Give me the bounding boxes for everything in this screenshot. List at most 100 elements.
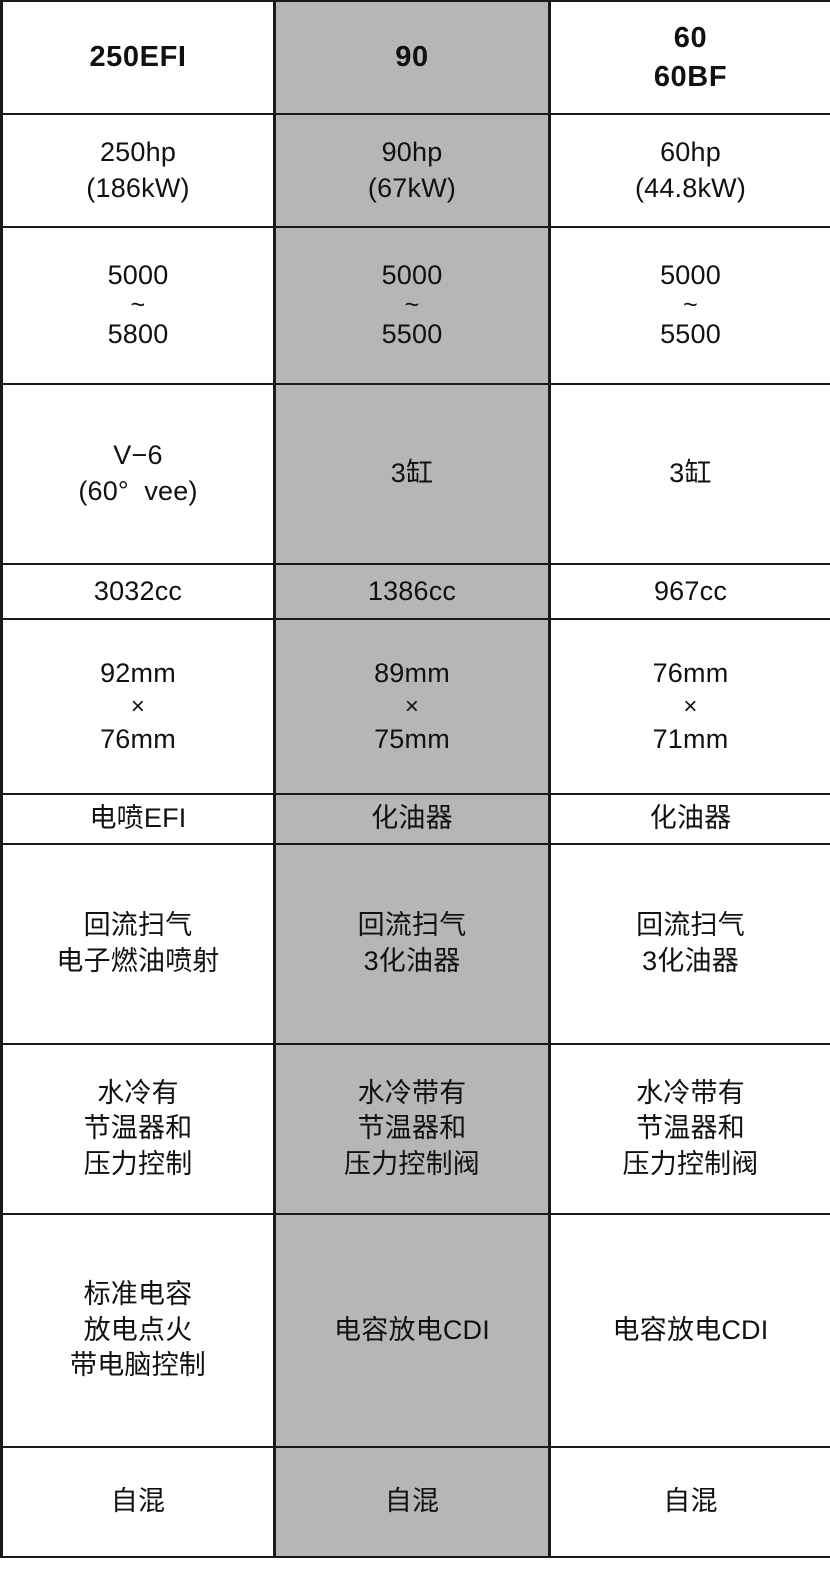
- cooling-90-line2: 节温器和: [357, 1113, 467, 1144]
- lubrication-250efi-value: 自混: [110, 1486, 166, 1517]
- cell-bore-stroke-60: 76mm × 71mm: [549, 618, 830, 795]
- table-row-fuel-delivery: 电喷EFI 化油器 化油器: [0, 793, 830, 845]
- cell-rpm-60: 5000 ~ 5500: [549, 226, 830, 385]
- cell-lubrication-90: 自混: [274, 1446, 551, 1558]
- rpm-90-max: 5500: [381, 319, 443, 350]
- cell-ignition-60: 电容放电CDI: [549, 1213, 830, 1448]
- cell-rpm-90: 5000 ~ 5500: [274, 226, 551, 385]
- lubrication-90-value: 自混: [384, 1486, 440, 1517]
- cell-displacement-250efi: 3032cc: [0, 563, 276, 620]
- induction-250efi-line2: 电子燃油喷射: [56, 946, 220, 976]
- induction-60-line1: 回流扫气: [636, 910, 745, 941]
- displacement-60-value: 967cc: [653, 575, 728, 606]
- cell-induction-60: 回流扫气 3化油器: [549, 843, 830, 1045]
- header-250efi-line1: 250EFI: [89, 41, 187, 74]
- cell-fuel-delivery-60: 化油器: [549, 793, 830, 845]
- table-row-ignition-system: 标准电容 放电点火 带电脑控制 电容放电CDI 电容放电CDI: [0, 1213, 830, 1448]
- cell-rpm-250efi: 5000 ~ 5800: [0, 226, 276, 385]
- cell-cylinder-90: 3缸: [274, 383, 551, 565]
- rpm-60-max: 5500: [660, 319, 721, 350]
- header-cell-90: 90: [274, 0, 551, 115]
- bore-250efi: 92mm: [100, 657, 176, 688]
- ignition-250efi-line3: 带电脑控制: [70, 1350, 206, 1381]
- displacement-250efi-value: 3032cc: [93, 575, 183, 606]
- rpm-60-min: 5000: [660, 260, 721, 290]
- stroke-60: 71mm: [652, 723, 729, 754]
- cell-displacement-60: 967cc: [549, 563, 830, 620]
- power-250efi-kw: (186kW): [86, 172, 190, 203]
- cell-cooling-250efi: 水冷有 节温器和 压力控制: [0, 1043, 276, 1215]
- bore-stroke-60-multiply-icon: ×: [683, 692, 698, 720]
- ignition-250efi-line1: 标准电容: [83, 1279, 193, 1310]
- cooling-250efi-line1: 水冷有: [97, 1077, 179, 1108]
- rpm-250efi-min: 5000: [107, 260, 169, 290]
- rpm-90-min: 5000: [381, 260, 443, 290]
- cooling-60-line1: 水冷带有: [636, 1077, 745, 1108]
- induction-90-line1: 回流扫气: [357, 910, 467, 941]
- stroke-250efi: 76mm: [100, 723, 176, 754]
- fuel-delivery-60-value: 化油器: [649, 803, 732, 834]
- cell-bore-stroke-90: 89mm × 75mm: [274, 618, 551, 795]
- cooling-60-line2: 节温器和: [636, 1113, 745, 1144]
- bore-60: 76mm: [652, 657, 729, 688]
- cell-ignition-250efi: 标准电容 放电点火 带电脑控制: [0, 1213, 276, 1448]
- cell-displacement-90: 1386cc: [274, 563, 551, 620]
- cylinder-60-layout: 3缸: [669, 458, 712, 489]
- table-row-cylinder-configuration: V−6 (60° vee) 3缸 3缸: [0, 383, 830, 565]
- fuel-delivery-250efi-value: 电喷EFI: [89, 803, 187, 834]
- bore-stroke-250efi-multiply-icon: ×: [130, 692, 146, 720]
- table-row-bore-stroke: 92mm × 76mm 89mm × 75mm 76mm × 71mm: [0, 618, 830, 795]
- cylinder-90-layout: 3缸: [390, 458, 434, 489]
- cell-power-90: 90hp (67kW): [274, 113, 551, 228]
- displacement-90-value: 1386cc: [367, 575, 457, 606]
- power-90-hp: 90hp: [381, 136, 443, 167]
- cell-fuel-delivery-250efi: 电喷EFI: [0, 793, 276, 845]
- fuel-delivery-90-value: 化油器: [371, 803, 453, 834]
- bore-stroke-90-multiply-icon: ×: [404, 692, 420, 720]
- cylinder-250efi-vee-angle: (60° vee): [78, 476, 198, 506]
- cell-lubrication-60: 自混: [549, 1446, 830, 1558]
- table-row-lubrication: 自混 自混 自混: [0, 1446, 830, 1558]
- ignition-250efi-line2: 放电点火: [83, 1314, 193, 1345]
- table-row-rpm-range: 5000 ~ 5800 5000 ~ 5500 5000 ~ 5500: [0, 226, 830, 385]
- cell-induction-90: 回流扫气 3化油器: [274, 843, 551, 1045]
- rpm-60-separator: ~: [683, 290, 698, 319]
- table-header-row: 250EFI 90 60 60BF: [0, 0, 830, 115]
- cell-cooling-90: 水冷带有 节温器和 压力控制阀: [274, 1043, 551, 1215]
- cell-ignition-90: 电容放电CDI: [274, 1213, 551, 1448]
- rpm-90-separator: ~: [404, 290, 420, 319]
- cell-power-250efi: 250hp (186kW): [0, 113, 276, 228]
- header-cell-60-60bf: 60 60BF: [549, 0, 830, 115]
- cell-power-60: 60hp (44.8kW): [549, 113, 830, 228]
- cell-cylinder-60: 3缸: [549, 383, 830, 565]
- cooling-60-line3: 压力控制阀: [622, 1148, 759, 1179]
- cooling-250efi-line3: 压力控制: [83, 1148, 193, 1179]
- table-row-cooling-system: 水冷有 节温器和 压力控制 水冷带有 节温器和 压力控制阀 水冷带有 节温器和 …: [0, 1043, 830, 1215]
- cooling-250efi-line2: 节温器和: [83, 1113, 193, 1144]
- power-90-kw: (67kW): [367, 172, 457, 203]
- lubrication-60-value: 自混: [663, 1486, 718, 1517]
- rpm-250efi-max: 5800: [107, 319, 169, 350]
- ignition-60-line1: 电容放电CDI: [612, 1314, 769, 1345]
- cell-fuel-delivery-90: 化油器: [274, 793, 551, 845]
- induction-60-line2: 3化油器: [642, 946, 739, 976]
- bore-90: 89mm: [374, 657, 450, 688]
- rpm-250efi-separator: ~: [130, 290, 146, 319]
- cell-lubrication-250efi: 自混: [0, 1446, 276, 1558]
- header-60-line1: 60: [673, 22, 708, 55]
- power-250efi-hp: 250hp: [99, 136, 177, 167]
- induction-250efi-line1: 回流扫气: [83, 910, 193, 941]
- table-row-power-output: 250hp (186kW) 90hp (67kW) 60hp (44.8kW): [0, 113, 830, 228]
- table-row-induction-system: 回流扫气 电子燃油喷射 回流扫气 3化油器 回流扫气 3化油器: [0, 843, 830, 1045]
- header-60bf-line2: 60BF: [653, 60, 728, 93]
- ignition-90-line1: 电容放电CDI: [334, 1314, 490, 1345]
- power-60-kw: (44.8kW): [634, 172, 747, 203]
- header-cell-250efi: 250EFI: [0, 0, 276, 115]
- cell-bore-stroke-250efi: 92mm × 76mm: [0, 618, 276, 795]
- power-60-hp: 60hp: [660, 136, 721, 167]
- stroke-90: 75mm: [374, 723, 450, 754]
- cell-cooling-60: 水冷带有 节温器和 压力控制阀: [549, 1043, 830, 1215]
- cooling-90-line3: 压力控制阀: [344, 1148, 480, 1179]
